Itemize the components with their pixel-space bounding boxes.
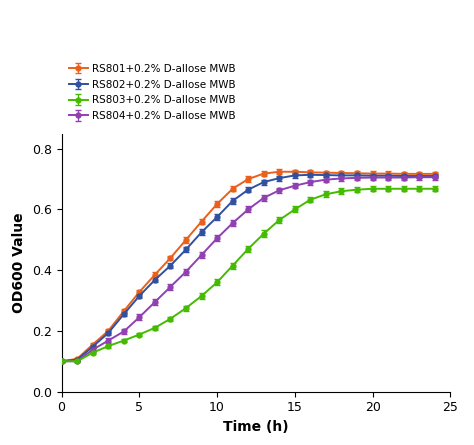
Y-axis label: OD600 Value: OD600 Value xyxy=(12,212,27,313)
Legend: RS801+0.2% D-allose MWB, RS802+0.2% D-allose MWB, RS803+0.2% D-allose MWB, RS804: RS801+0.2% D-allose MWB, RS802+0.2% D-al… xyxy=(67,62,237,123)
X-axis label: Time (h): Time (h) xyxy=(223,420,289,434)
